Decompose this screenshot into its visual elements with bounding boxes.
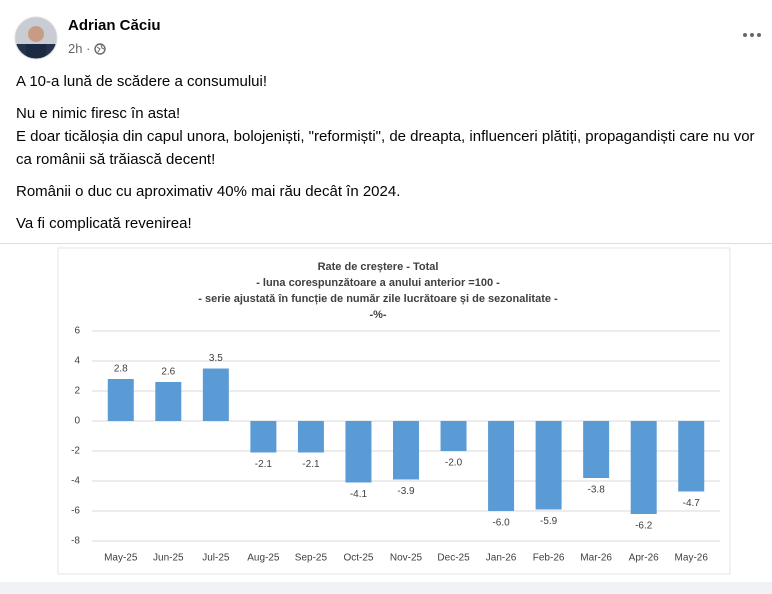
paragraph: Românii o duc cu aproximativ 40% mai rău… xyxy=(16,180,756,203)
globe-icon xyxy=(94,42,107,55)
value-label: -5.9 xyxy=(540,516,558,527)
text-line: E doar ticăloșia din capul unora, boloje… xyxy=(16,128,755,168)
value-label: -2.0 xyxy=(445,458,463,469)
y-tick-label: -2 xyxy=(71,446,80,457)
more-button[interactable] xyxy=(742,31,764,39)
bar xyxy=(107,379,134,421)
text-line: Nu e nimic firesc în asta! xyxy=(16,105,181,122)
post-time: 2h · xyxy=(68,41,107,56)
divider xyxy=(0,243,772,244)
value-label: -6.0 xyxy=(492,518,510,529)
value-label: -2.1 xyxy=(302,459,320,470)
text-line: Va fi complicată revenirea! xyxy=(16,215,192,232)
y-tick-label: -6 xyxy=(71,506,80,517)
bar xyxy=(155,382,182,421)
paragraph: A 10-a lună de scădere a consumului! xyxy=(16,70,756,93)
x-tick-label: Jul-25 xyxy=(202,553,230,564)
avatar[interactable] xyxy=(14,16,58,60)
chart: Rate de creștere - Total - luna corespunz… xyxy=(0,244,772,594)
author[interactable]: Adrian Căciu xyxy=(68,17,161,34)
bar xyxy=(535,421,562,510)
bar xyxy=(630,421,657,514)
text-line: A 10-a lună de scădere a consumului! xyxy=(16,73,267,90)
x-tick-label: Feb-26 xyxy=(533,553,565,564)
value-label: -3.8 xyxy=(588,485,606,496)
chart-title: -%- xyxy=(369,309,386,321)
value-label: -4.7 xyxy=(683,498,701,509)
y-tick-label: 4 xyxy=(74,356,80,367)
value-label: -6.2 xyxy=(635,521,653,532)
value-label: -4.1 xyxy=(350,489,368,500)
chart-title: Rate de creștere - Total xyxy=(318,261,439,273)
value-label: -2.1 xyxy=(255,459,273,470)
bar xyxy=(250,421,277,453)
y-tick-label: 2 xyxy=(74,386,80,397)
x-tick-label: Apr-26 xyxy=(629,553,659,564)
x-tick-label: May-25 xyxy=(104,553,138,564)
x-tick-label: Sep-25 xyxy=(295,553,328,564)
value-label: 3.5 xyxy=(209,353,223,364)
bar xyxy=(297,421,324,453)
value-label: -3.9 xyxy=(397,486,415,497)
bar xyxy=(488,421,515,511)
bar xyxy=(393,421,419,480)
value-label: 2.8 xyxy=(114,364,128,375)
time[interactable]: 2h · xyxy=(68,41,91,56)
value-label: 2.6 xyxy=(161,367,175,378)
x-tick-label: Mar-26 xyxy=(580,553,612,564)
y-tick-label: 6 xyxy=(74,326,80,337)
bar xyxy=(345,421,372,483)
chart-title: - serie ajustată în funcție de număr zil… xyxy=(198,293,558,305)
y-tick-label: -8 xyxy=(71,536,80,547)
x-tick-label: Nov-25 xyxy=(390,553,423,564)
x-tick-label: May-26 xyxy=(675,553,709,564)
bar xyxy=(202,368,229,421)
paragraph: Nu e nimic firesc în asta! E doar ticăloș… xyxy=(16,102,756,171)
y-tick-label: -4 xyxy=(71,476,80,487)
bar xyxy=(678,421,705,492)
y-tick-label: 0 xyxy=(74,416,80,427)
x-tick-label: Jun-25 xyxy=(153,553,184,564)
x-tick-label: Oct-25 xyxy=(343,553,373,564)
chart-title: - luna corespunzătoare a anului anterior… xyxy=(256,277,500,289)
text-line: Românii o duc cu aproximativ 40% mai rău… xyxy=(16,183,401,200)
bar xyxy=(583,421,610,478)
paragraph: Va fi complicată revenirea! xyxy=(16,212,756,235)
bar xyxy=(440,421,467,451)
x-tick-label: Dec-25 xyxy=(437,553,470,564)
post-text: A 10-a lună de scădere a consumului! Nu e… xyxy=(16,70,756,244)
x-tick-label: Aug-25 xyxy=(247,553,280,564)
x-tick-label: Jan-26 xyxy=(486,553,517,564)
